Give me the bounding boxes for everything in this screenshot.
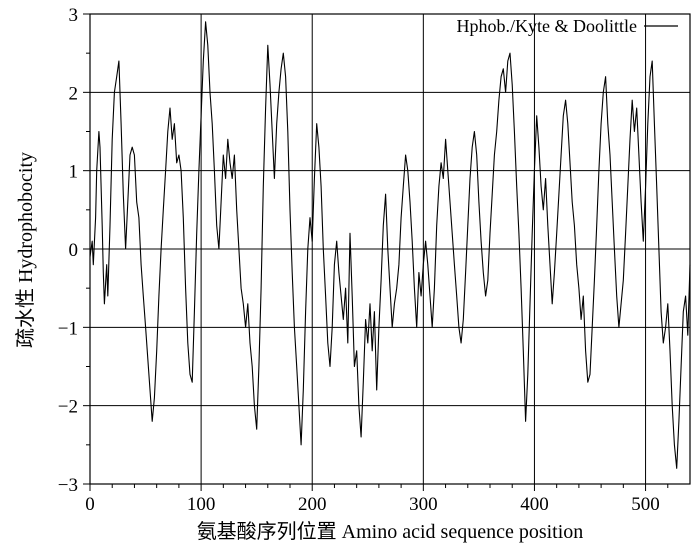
y-axis-title: 疏水性 Hydrophobocity xyxy=(14,152,37,348)
x-tick-label: 0 xyxy=(85,494,95,515)
y-tick-label: −2 xyxy=(58,397,78,418)
x-tick-label: 400 xyxy=(520,494,549,515)
y-tick-label: 1 xyxy=(69,162,79,183)
axis-ticks xyxy=(83,13,669,491)
y-tick-label: −1 xyxy=(58,318,78,339)
series-line-hydrophobicity xyxy=(89,21,691,469)
x-tick-label: 300 xyxy=(409,494,438,515)
legend: Hphob./Kyte & Doolittle xyxy=(457,16,678,36)
legend-label: Hphob./Kyte & Doolittle xyxy=(457,16,637,36)
y-tick-label: 0 xyxy=(69,240,79,261)
grid-lines xyxy=(90,14,690,484)
y-tick-label: −3 xyxy=(58,475,78,496)
y-tick-labels: −3 −2 −1 0 1 2 3 xyxy=(58,5,78,496)
x-tick-label: 500 xyxy=(631,494,660,515)
x-tick-labels: 0 100 200 300 400 500 xyxy=(85,494,660,515)
y-tick-label: 3 xyxy=(69,5,79,26)
y-tick-label: 2 xyxy=(69,83,79,104)
x-tick-label: 100 xyxy=(187,494,216,515)
x-axis-title: 氨基酸序列位置 Amino acid sequence position xyxy=(197,520,584,543)
x-tick-label: 200 xyxy=(298,494,327,515)
